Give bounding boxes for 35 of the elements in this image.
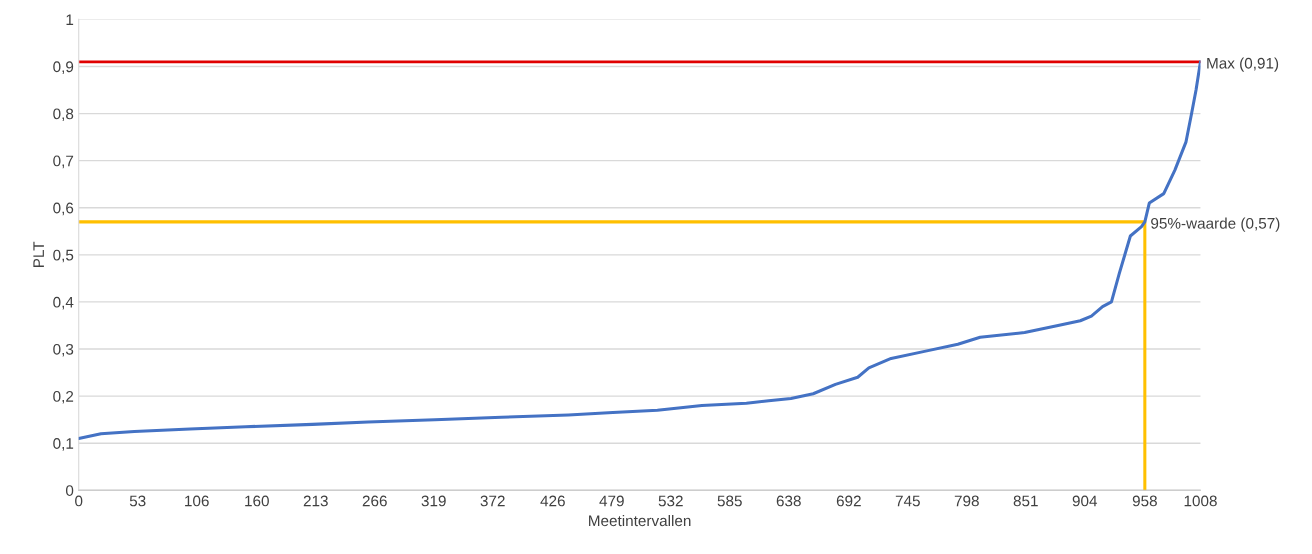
annotation: Max (0,91) [1207, 57, 1279, 72]
y-tick-label: 0 [65, 485, 74, 496]
x-tick-label: 851 [1013, 495, 1038, 507]
x-tick-label: 532 [658, 495, 683, 507]
y-tick-label: 0,2 [53, 390, 74, 404]
y-tick-label: 0,6 [53, 202, 74, 216]
x-tick-label: 213 [303, 495, 328, 507]
x-tick-label: 372 [480, 495, 505, 507]
x-tick-label: 692 [836, 495, 861, 507]
x-tick-label: 53 [129, 495, 146, 507]
y-tick-label: 0,3 [53, 343, 74, 357]
y-tick-label: 1 [66, 14, 74, 25]
x-tick-label: 319 [421, 495, 446, 507]
x-tick-label: 958 [1132, 495, 1157, 507]
y-tick-label: 0,7 [53, 155, 74, 169]
x-tick-label: 585 [717, 495, 742, 507]
x-tick-label: 1008 [1184, 495, 1217, 507]
x-axis-title: Meetintervallen [589, 514, 691, 527]
x-tick-label: 904 [1072, 495, 1098, 507]
x-tick-label: 426 [540, 495, 565, 507]
y-tick-label: 0,5 [53, 249, 74, 263]
x-tick-label: 160 [245, 495, 269, 507]
y-tick-label: 0,9 [53, 61, 74, 74]
y-tick-label: 0,1 [53, 438, 74, 451]
x-tick-label: 0 [75, 495, 83, 507]
x-tick-label: 479 [599, 495, 624, 507]
y-tick-label: 0,4 [53, 296, 74, 310]
annotation: 95%-waarde (0,57) [1151, 217, 1280, 232]
y-axis-title: PLT [33, 241, 44, 268]
x-tick-label: 638 [776, 495, 801, 507]
x-tick-label: 266 [362, 495, 387, 507]
x-tick-label: 745 [895, 495, 920, 507]
y-tick-label: 0,8 [53, 108, 74, 122]
x-tick-label: 106 [185, 495, 209, 507]
x-tick-label: 798 [954, 495, 979, 507]
